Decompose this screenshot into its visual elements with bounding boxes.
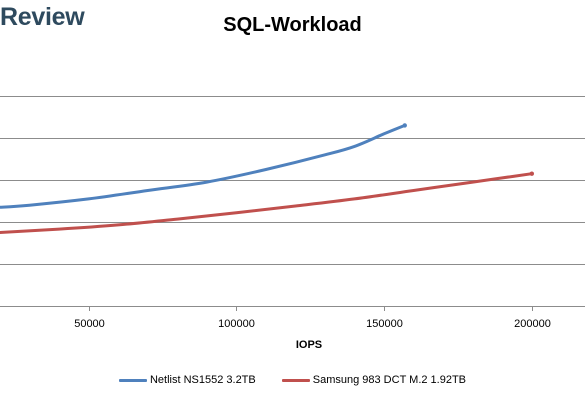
legend-swatch-series-1: [118, 378, 147, 382]
chart-title: SQL-Workload: [223, 14, 362, 36]
brand-logo-text: Review: [0, 3, 85, 31]
legend-swatch-series-2: [281, 378, 310, 382]
legend-item-series-1: Netlist NS1552 3.2TB: [118, 374, 256, 386]
series-2-end-marker: [529, 171, 535, 176]
x-tick-label-100000: 100000: [218, 318, 255, 330]
legend-label-series-1: Netlist NS1552 3.2TB: [149, 374, 256, 386]
x-tick-label-150000: 150000: [366, 318, 403, 330]
chart-legend: Netlist NS1552 3.2TB Samsung 983 DCT M.2…: [0, 374, 585, 386]
series-1-end-marker: [402, 123, 407, 128]
legend-item-series-2: Samsung 983 DCT M.2 1.92TB: [281, 374, 467, 386]
legend-label-series-2: Samsung 983 DCT M.2 1.92TB: [312, 374, 467, 386]
series-line-2: [0, 172, 534, 234]
x-axis-title: IOPS: [296, 339, 322, 351]
x-tick-label-50000: 50000: [74, 318, 105, 330]
x-tick-label-200000: 200000: [514, 318, 551, 330]
series-line-1: [0, 123, 407, 209]
